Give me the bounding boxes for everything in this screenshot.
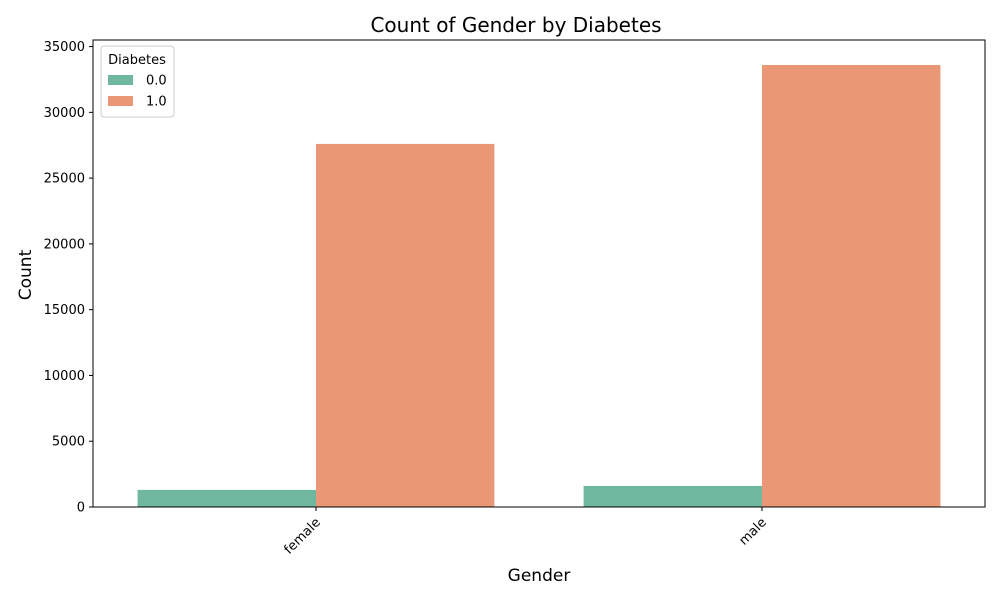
chart-title: Count of Gender by Diabetes [370,13,661,37]
legend-swatch-1-0 [108,96,133,106]
x-tick-label-male: male [736,515,769,548]
bar-male-diabetes-0-0 [583,485,762,507]
y-tick-label: 10000 [44,369,85,384]
y-tick-label: 20000 [44,237,85,252]
y-tick-label: 30000 [44,106,85,121]
plot-frame [92,39,986,508]
legend: Diabetes 0.0 1.0 [100,45,175,118]
y-tick-label: 0 [77,501,85,516]
x-axis-label: Gender [508,566,571,586]
y-tick-label: 35000 [44,40,85,55]
legend-label-1-0: 1.0 [146,95,167,110]
x-tick-label-female: female [282,515,324,557]
y-tick-label: 15000 [44,303,85,318]
y-tick-label: 25000 [44,172,85,187]
bar-female-diabetes-0-0 [137,489,316,507]
legend-label-0-0: 0.0 [146,74,167,89]
plot-area [137,64,941,508]
legend-title: Diabetes [108,53,166,68]
bar-female-diabetes-1-0 [316,143,495,508]
bar-male-diabetes-1-0 [762,64,941,508]
legend-swatch-0-0 [108,75,133,85]
y-tick-label: 5000 [52,435,85,450]
y-axis-label: Count [16,249,36,300]
